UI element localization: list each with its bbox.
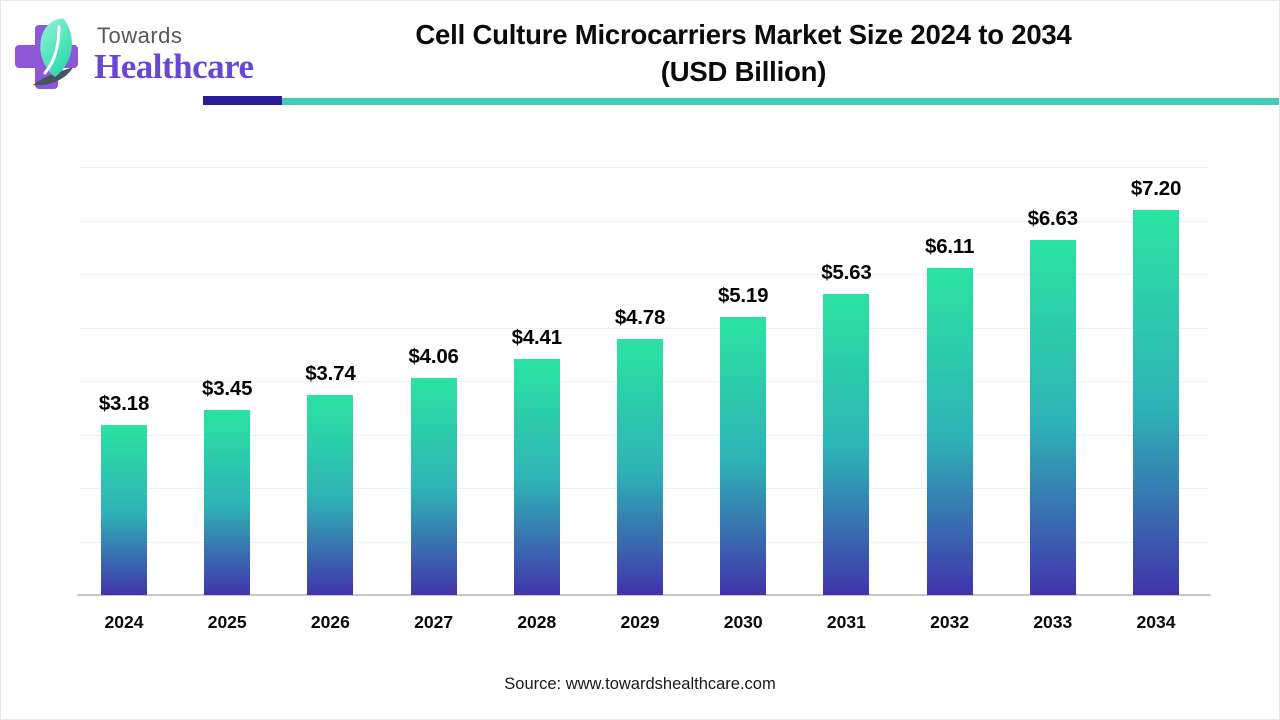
brand-healthcare-text: Healthcare xyxy=(94,47,254,86)
bar-2028 xyxy=(513,359,560,595)
bar-2033 xyxy=(1029,240,1076,595)
bar-2034 xyxy=(1133,209,1179,595)
brand-towards-text: Towards xyxy=(97,23,183,48)
bar-2030 xyxy=(720,317,767,595)
gridline xyxy=(79,220,1209,222)
x-axis-label-2028: 2028 xyxy=(517,612,557,632)
bar-value-label-2030: $5.19 xyxy=(718,284,769,308)
bar-value-label-2031: $5.63 xyxy=(821,260,872,284)
x-axis-label-2032: 2032 xyxy=(930,612,970,632)
x-axis-label-2026: 2026 xyxy=(310,612,350,632)
bar-value-label-2029: $4.78 xyxy=(614,306,666,330)
gridline xyxy=(79,327,1209,329)
x-axis-label-2031: 2031 xyxy=(826,612,866,632)
brand-logo: Towards Healthcare xyxy=(15,11,265,96)
header-rule-purple xyxy=(203,96,282,105)
towards-healthcare-logo-icon xyxy=(15,18,78,89)
x-axis-label-2025: 2025 xyxy=(207,612,247,632)
x-axis-label-2027: 2027 xyxy=(414,612,454,632)
bar-2029 xyxy=(617,339,663,595)
source-caption: Source: www.towardshealthcare.com xyxy=(504,675,776,693)
gridline xyxy=(79,167,1209,168)
bar-value-label-2025: $3.45 xyxy=(202,377,253,401)
x-axis-label-2033: 2033 xyxy=(1033,612,1073,632)
x-axis-label-2030: 2030 xyxy=(723,612,763,632)
bar-value-label-2033: $6.63 xyxy=(1027,207,1079,231)
bar-value-label-2024: $3.18 xyxy=(98,391,150,415)
bar-value-label-2028: $4.41 xyxy=(511,326,563,350)
leaf-icon xyxy=(33,18,73,86)
x-axis-label-2029: 2029 xyxy=(620,612,660,632)
chart-plot-area: $3.18 $3.45 $3.74 $4.06 $4.41 $4.78 $5.19 $5.63… xyxy=(77,167,1211,596)
chart-title-line1: Cell Culture Microcarriers Market Size 2… xyxy=(415,19,1072,50)
bar-2027 xyxy=(410,377,457,595)
x-axis-line xyxy=(77,594,1211,596)
header-rule-teal xyxy=(282,98,1279,105)
bar-2031 xyxy=(823,293,870,595)
x-axis: 2024 2025 2026 2027 2028 2029 2030 2031 2032 2033… xyxy=(79,612,1209,638)
bar-value-label-2034: $7.20 xyxy=(1130,176,1182,200)
gridline xyxy=(79,274,1209,275)
bar-value-label-2026: $3.74 xyxy=(305,361,356,385)
bar-2024 xyxy=(101,424,147,595)
chart-title-line2: (USD Billion) xyxy=(660,56,827,87)
page-title: Cell Culture Microcarriers Market Size 2… xyxy=(216,16,1271,90)
x-axis-label-2024: 2024 xyxy=(104,612,144,632)
bar-value-label-2027: $4.06 xyxy=(408,344,459,368)
bar-value-label-2032: $6.11 xyxy=(925,235,975,259)
bar-2026 xyxy=(307,394,354,595)
x-axis-label-2034: 2034 xyxy=(1136,612,1176,632)
bar-2032 xyxy=(926,268,973,595)
bar-2025 xyxy=(204,410,251,595)
